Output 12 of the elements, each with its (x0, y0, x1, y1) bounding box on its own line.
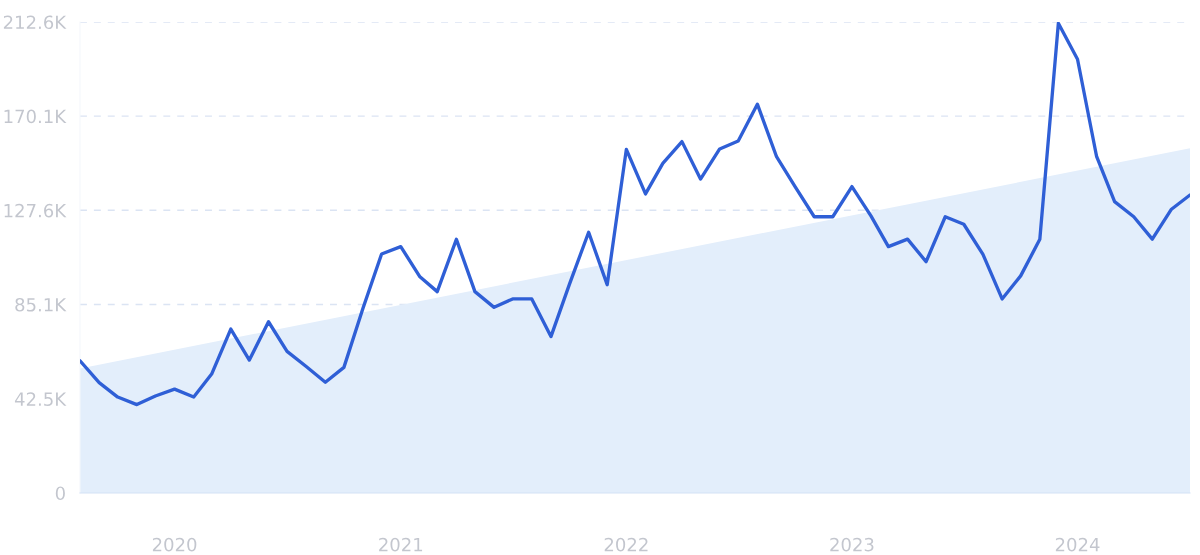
y-tick-label: 212.6K (3, 15, 67, 30)
y-tick-label: 85.1K (15, 297, 67, 312)
y-tick-label: 127.6K (4, 203, 67, 218)
x-tick-label: 2021 (379, 537, 423, 552)
x-tick-label: 2024 (1055, 537, 1100, 552)
y-tick-label: 0 (55, 486, 65, 501)
y-tick-label: 42.5K (14, 392, 67, 406)
y-tick-label: 170.1K (4, 109, 67, 124)
x-tick-label: 2022 (604, 537, 648, 552)
x-tick-label: 2020 (152, 537, 197, 552)
line-series (80, 22, 1190, 407)
x-tick-label: 2023 (830, 537, 874, 552)
